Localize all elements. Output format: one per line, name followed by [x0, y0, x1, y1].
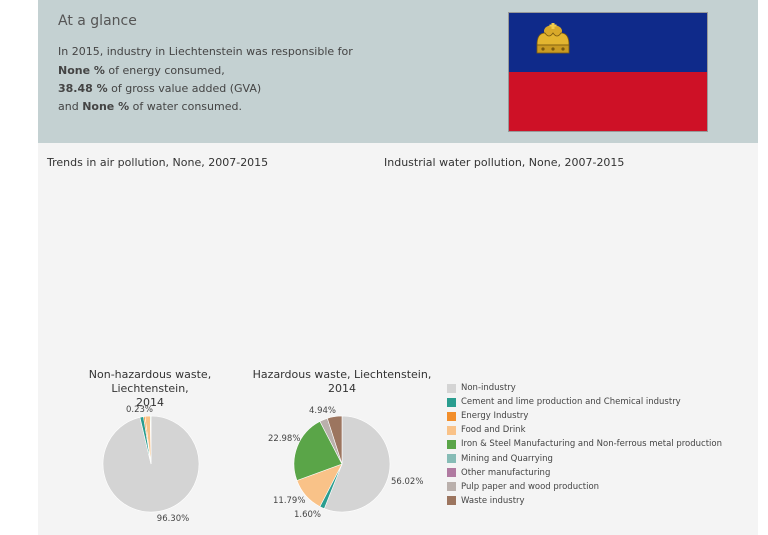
legend-item[interactable]: Food and Drink [447, 423, 722, 437]
legend-label: Waste industry [461, 495, 525, 506]
non-hazardous-waste-title: Non-hazardous waste, Liechtenstein, 2014 [50, 368, 250, 410]
flag-red-band [509, 72, 707, 131]
pie-slice[interactable] [293, 420, 343, 481]
legend-item[interactable]: Iron & Steel Manufacturing and Non-ferro… [447, 437, 722, 451]
pie-slice[interactable] [326, 415, 343, 465]
legend-item[interactable]: Cement and lime production and Chemical … [447, 395, 722, 409]
legend-swatch [447, 411, 456, 421]
hazardous-title-line2: 2014 [328, 382, 356, 395]
non-hazardous-title-line2: 2014 [136, 396, 164, 409]
legend-item[interactable]: Pulp paper and wood production [447, 480, 722, 494]
pie-data-label: 1.60% [294, 510, 321, 520]
pie-data-label: 4.94% [309, 406, 336, 416]
legend-label: Pulp paper and wood production [461, 481, 600, 492]
waste-legend: Non-industry Cement and lime production a… [447, 381, 722, 508]
water-value: None % [82, 100, 130, 113]
water-text: of water consumed. [129, 100, 242, 113]
legend-label: Other manufacturing [461, 467, 551, 478]
legend-label: Energy Industry [461, 411, 529, 422]
pie-data-label: 22.98% [268, 434, 300, 444]
water-prefix: and [58, 100, 83, 113]
legend-item[interactable]: Mining and Quarrying [447, 451, 722, 465]
pie-slice[interactable] [150, 415, 152, 465]
legend-swatch [447, 454, 456, 464]
legend-label: Iron & Steel Manufacturing and Non-ferro… [461, 439, 722, 450]
pie-data-label: 96.30% [157, 514, 189, 524]
glance-gva-line: 38.48 % of gross value added (GVA) [58, 82, 261, 95]
legend-swatch [447, 383, 456, 393]
legend-swatch [447, 425, 456, 435]
legend-swatch [447, 468, 456, 478]
legend-label: Food and Drink [461, 425, 526, 436]
gva-text: of gross value added (GVA) [107, 82, 262, 95]
glance-water-line: and None % of water consumed. [58, 100, 242, 113]
pie-data-label: 0.23% [126, 405, 153, 415]
legend-item[interactable]: Energy Industry [447, 409, 722, 423]
liechtenstein-flag [508, 12, 708, 132]
pie-data-label: 11.79% [273, 496, 305, 506]
legend-label: Mining and Quarrying [461, 453, 553, 464]
hazardous-waste-title: Hazardous waste, Liechtenstein, 2014 [242, 368, 442, 396]
glance-energy-line: None % of energy consumed, [58, 64, 225, 77]
legend-swatch [447, 482, 456, 492]
water-pollution-title: Industrial water pollution, None, 2007-2… [384, 156, 625, 169]
legend-item[interactable]: Other manufacturing [447, 466, 722, 480]
legend-label: Non-industry [461, 383, 516, 394]
air-pollution-title: Trends in air pollution, None, 2007-2015 [47, 156, 269, 169]
legend-swatch [447, 397, 456, 407]
legend-item[interactable]: Waste industry [447, 494, 722, 508]
legend-label: Cement and lime production and Chemical … [461, 397, 681, 408]
legend-swatch [447, 439, 456, 449]
energy-value: None % [58, 64, 105, 77]
crown-icon [536, 23, 570, 54]
hazardous-title-line1: Hazardous waste, Liechtenstein, [252, 368, 432, 381]
legend-item[interactable]: Non-industry [447, 381, 722, 395]
legend-swatch [447, 496, 456, 506]
glance-intro: In 2015, industry in Liechtenstein was r… [58, 45, 353, 58]
glance-title: At a glance [58, 13, 137, 29]
pie-slice[interactable] [323, 415, 391, 513]
gva-value: 38.48 % [58, 82, 108, 95]
non-hazardous-title-line1: Non-hazardous waste, Liechtenstein, [88, 368, 212, 395]
pie-data-label: 56.02% [391, 477, 423, 487]
energy-text: of energy consumed, [104, 64, 225, 77]
